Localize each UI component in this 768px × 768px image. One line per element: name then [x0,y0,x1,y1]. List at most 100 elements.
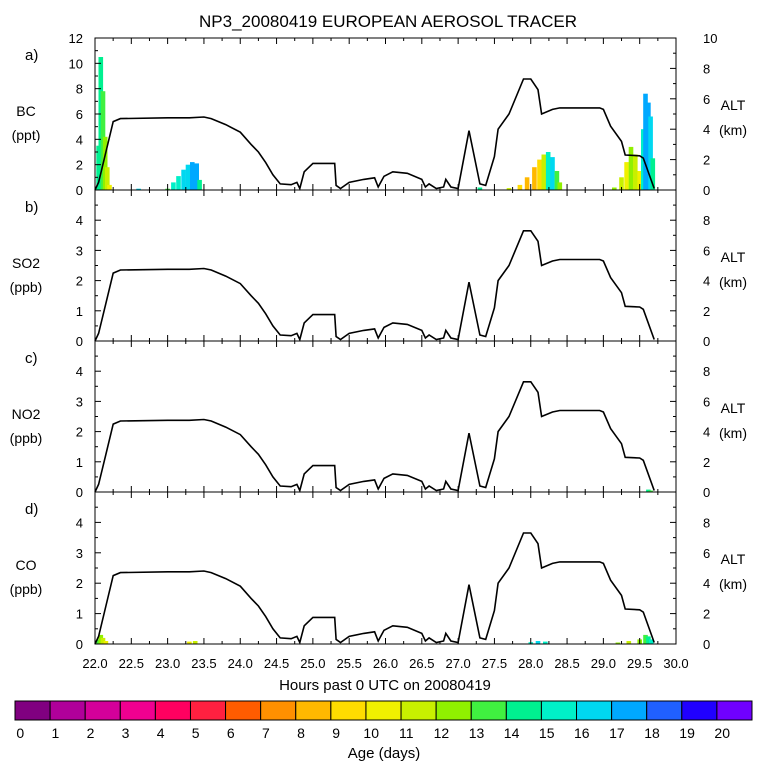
tracer-bar [650,158,656,190]
y-tick-label: 0 [76,334,83,349]
y-tick-label: 12 [69,31,83,46]
colorbar-tick-label: 10 [363,725,379,741]
tracer-bar [633,154,638,190]
altitude-line [94,381,655,493]
y-tick-label: 0 [76,183,83,198]
panel-frame [94,37,677,191]
colorbar-tick-label: 11 [399,725,414,741]
y2-tick-label: 6 [703,92,710,107]
y2-tick-label: 0 [703,637,710,652]
y-axis-unit: (ppb) [10,430,43,446]
y-tick-label: 8 [76,82,83,97]
y-tick-label: 3 [76,394,83,409]
x-tick-label: 24.5 [264,656,289,671]
y2-tick-label: 4 [703,122,710,137]
tracer-bar [197,179,202,190]
tracer-bar [187,641,192,644]
x-tick-label: 29.0 [591,656,616,671]
colorbar-swatch [225,700,262,721]
y2-tick-label: 6 [703,394,710,409]
colorbar-tick-label: 18 [644,725,660,741]
y-tick-label: 0 [76,485,83,500]
y-tick-label: 4 [76,515,83,530]
altitude-line [94,532,655,645]
x-tick-label: 30.0 [663,656,688,671]
y-tick-label: 2 [76,274,83,289]
y-tick-label: 2 [76,158,83,173]
x-tick-label: 25.5 [337,656,362,671]
y-tick-label: 3 [76,546,83,561]
y-tick-label: 4 [76,132,83,147]
panel-label: d) [25,501,38,518]
tracer-bar [181,169,186,190]
x-tick-label: 26.0 [373,656,398,671]
colorbar-tick-label: 20 [714,725,730,741]
y2-tick-label: 10 [703,31,717,46]
x-axis-label: Hours past 0 UTC on 20080419 [279,677,491,694]
colorbar-tick-label: 19 [679,725,695,741]
tracer-bar [517,184,523,190]
y2-tick-label: 0 [703,485,710,500]
panel-a: 0 2 4 6 8 10 12 0 2 4 6 8 10 a) BC (ppt) ALT (km) [12,31,747,198]
colorbar-swatch [260,700,297,721]
y2-tick-label: 2 [703,607,710,622]
figure-title: NP3_20080419 EUROPEAN AEROSOL TRACER [199,12,577,31]
x-tick-label: 29.5 [627,656,652,671]
colorbar-swatch [505,700,542,721]
y2-tick-label: 2 [703,455,710,470]
colorbar-swatch [540,700,578,721]
tracer-bar [541,154,547,190]
colorbar-swatch [84,700,121,721]
tracer-bar [190,162,195,190]
y2-axis-unit: (km) [719,425,747,441]
panel-d: 0 1 2 3 4 0 2 4 6 8 d) CO (ppb) ALT (km) [10,491,747,652]
panel-b: 0 1 2 3 4 0 2 4 6 8 b) SO2 (ppb) ALT (km) [10,189,747,349]
y2-tick-label: 0 [703,334,710,349]
tracer-bar [619,177,624,190]
tracer-bar [554,171,560,190]
tracer-bar [648,116,653,190]
colorbar-swatch [154,700,191,721]
y-tick-label: 4 [76,364,83,379]
tracer-bar [643,93,648,190]
y-tick-label: 10 [69,56,83,71]
y-axis-unit: (ppb) [10,581,43,597]
y-axis-label: NO2 [12,406,41,422]
tracer-bar [612,187,617,190]
y2-tick-label: 6 [703,243,710,258]
colorbar-swatch [400,700,437,721]
tracer-bar [543,641,548,644]
colorbar-swatch [646,700,683,721]
colorbar-swatch [14,700,51,721]
y-tick-label: 3 [76,243,83,258]
x-tick-label: 28.0 [518,656,543,671]
tracer-bar [615,642,621,644]
colorbar-tick-label: 1 [52,725,60,741]
y2-tick-label: 2 [703,153,710,168]
y2-tick-label: 4 [703,274,710,289]
colorbar-tick-label: 15 [539,725,555,741]
x-tick-label: 25.0 [300,656,325,671]
colorbar-swatch [119,700,156,721]
tracer-bar [107,184,112,190]
x-axis: 22.0 22.5 23.0 23.5 24.0 24.5 25.0 25.5 26.0 26.5… [82,656,688,671]
y2-tick-label: 8 [703,213,710,228]
tracer-bar [637,171,642,190]
tracer-bar [557,182,563,190]
y2-tick-label: 2 [703,304,710,319]
y-axis-unit: (ppt) [12,127,41,143]
tracer-bar [171,182,176,190]
y-tick-label: 4 [76,213,83,228]
y2-axis-label: ALT [721,551,746,567]
panel-frame [94,491,677,645]
colorbar-tick-label: 16 [574,725,590,741]
y2-axis-label: ALT [721,97,746,113]
tracer-bar [102,136,108,190]
colorbar-tick-label: 0 [16,725,24,741]
tracer-bar [535,641,541,644]
tracer-bar [624,162,629,190]
colorbar-swatch [330,700,367,721]
y-tick-label: 1 [76,607,83,622]
tracer-bar [176,176,181,190]
